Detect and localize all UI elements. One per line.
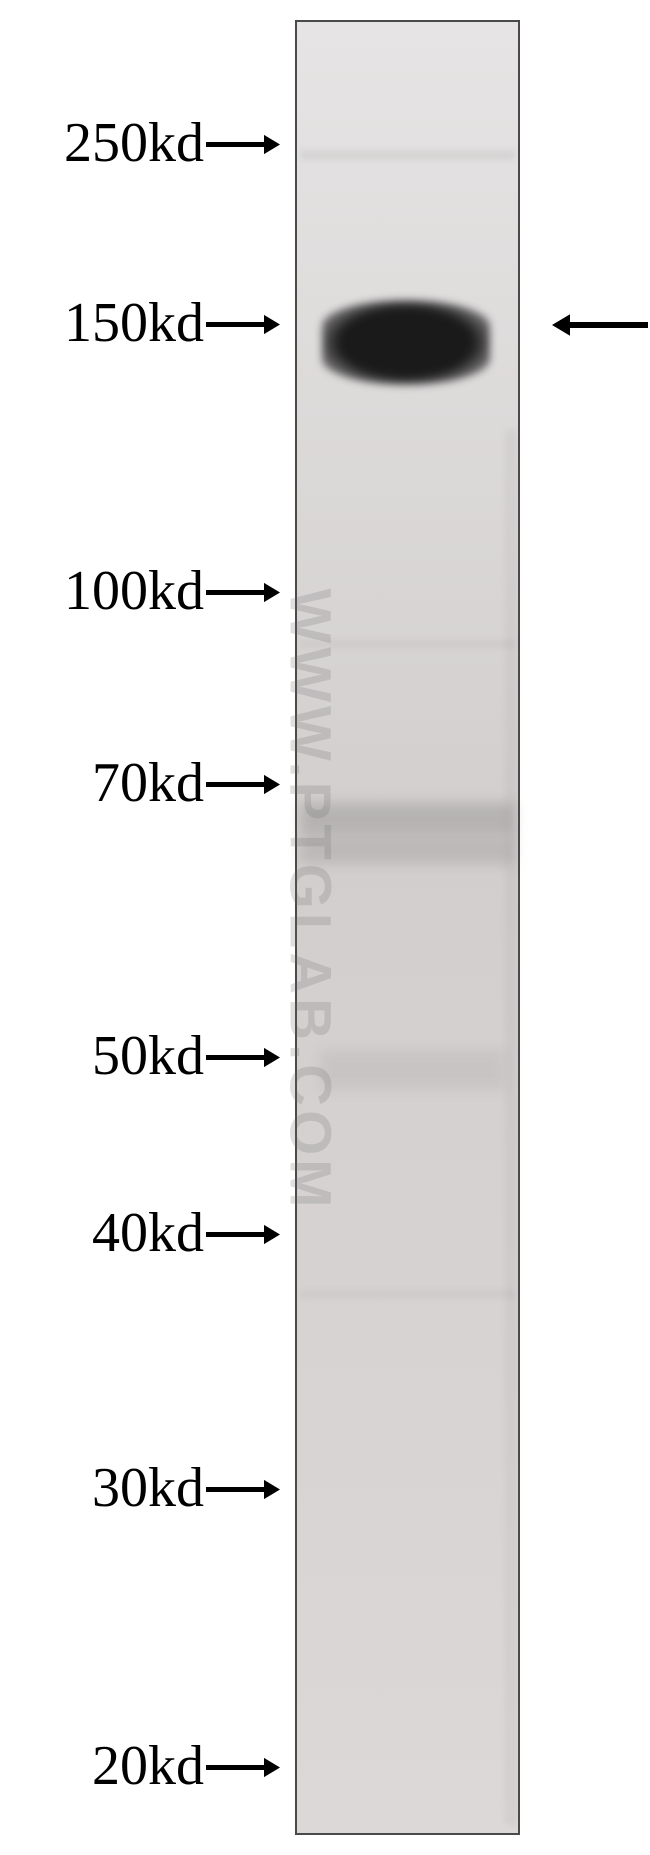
mw-marker-label: 50kd — [92, 1024, 280, 1089]
main-protein-band — [322, 300, 490, 385]
arrow-right-icon — [204, 121, 280, 177]
faint-band — [300, 803, 515, 835]
mw-marker-text: 30kd — [92, 1457, 204, 1519]
arrow-right-icon — [204, 301, 280, 357]
arrow-left-icon — [550, 305, 650, 345]
mw-marker-label: 150kd — [64, 291, 280, 356]
mw-marker-text: 40kd — [92, 1202, 204, 1264]
arrow-right-icon — [204, 1034, 280, 1090]
mw-marker-text: 150kd — [64, 292, 204, 354]
lane-noise — [300, 150, 515, 160]
blot-lane — [295, 20, 520, 1835]
mw-marker-label: 70kd — [92, 751, 280, 816]
mw-marker-label: 250kd — [64, 111, 280, 176]
mw-marker-label: 20kd — [92, 1734, 280, 1799]
faint-band — [300, 838, 515, 864]
arrow-right-icon — [204, 1211, 280, 1267]
lane-noise — [300, 1290, 515, 1298]
arrow-right-icon — [204, 1744, 280, 1800]
lane-noise — [300, 640, 515, 648]
mw-marker-text: 250kd — [64, 112, 204, 174]
mw-marker-label: 40kd — [92, 1201, 280, 1266]
arrow-right-icon — [204, 761, 280, 817]
lane-noise — [505, 430, 517, 1825]
arrow-right-icon — [204, 569, 280, 625]
mw-marker-text: 100kd — [64, 560, 204, 622]
mw-marker-label: 100kd — [64, 559, 280, 624]
mw-marker-text: 20kd — [92, 1735, 204, 1797]
mw-marker-text: 70kd — [92, 752, 204, 814]
arrow-right-icon — [204, 1466, 280, 1522]
faint-band — [320, 1050, 505, 1090]
mw-marker-label: 30kd — [92, 1456, 280, 1521]
western-blot-figure: WWW.PTGLAB.COM 250kd150kd100kd70kd50kd40… — [0, 0, 650, 1855]
mw-marker-text: 50kd — [92, 1025, 204, 1087]
